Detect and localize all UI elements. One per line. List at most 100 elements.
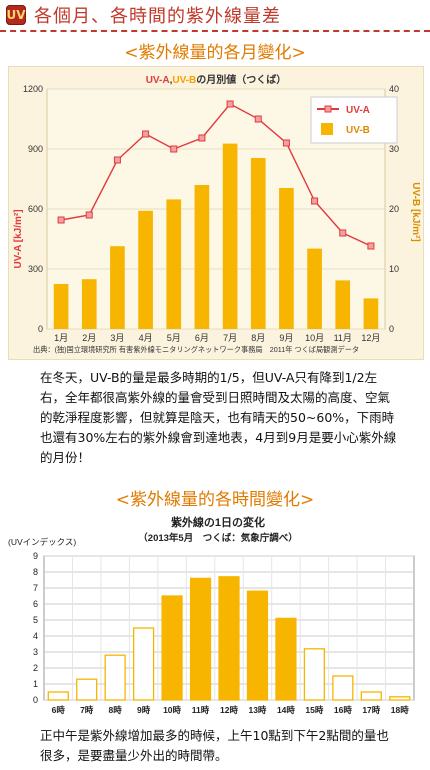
chart2-xtick: 8時 (109, 705, 123, 715)
chart1-xtick: 12月 (361, 333, 380, 343)
chart1-title-rest: の月別値（つくば） (196, 73, 286, 86)
chart2-ytick: 8 (33, 567, 38, 577)
chart2-xtick: 7時 (80, 705, 94, 715)
hourly-uv-chart: 紫外線の1日の変化 （2013年5月 つくば：気象庁調べ） (UVインデックス)… (8, 515, 415, 715)
chart1-ytick-right: 10 (389, 264, 399, 274)
uv-index-bar-peak (218, 576, 240, 701)
chart1-title-sep: , (170, 75, 173, 86)
chart1-xtick: 8月 (251, 333, 265, 343)
chart2-xtick: 6時 (52, 705, 66, 715)
chart1-ytick-left: 1200 (23, 84, 43, 94)
uva-point (282, 139, 290, 147)
uv-logo-icon: UV (6, 5, 26, 25)
chart1-ytick-left: 900 (28, 144, 43, 154)
chart2-ytick: 6 (33, 599, 38, 609)
uva-point (170, 145, 178, 153)
uva-point (142, 130, 150, 138)
chart1-xtick: 2月 (82, 333, 96, 343)
chart1-title-uvb: UV-B (172, 75, 196, 86)
chart2-ytick: 7 (33, 583, 38, 593)
chart1-title: UV-A,UV-Bの月別値（つくば） (146, 73, 287, 86)
uv-index-bar (360, 691, 382, 701)
chart2-xtick: 16時 (334, 705, 352, 715)
uv-index-bar (332, 675, 354, 701)
uvb-bar (250, 158, 266, 329)
chart2-xtick: 10時 (163, 705, 181, 715)
chart2-xtick: 13時 (248, 705, 266, 715)
monthly-section-title: <紫外線量的各月變化> (124, 43, 306, 63)
uvb-bar (222, 143, 238, 329)
chart2-xtick: 14時 (277, 705, 295, 715)
uv-index-bar-peak (161, 595, 183, 701)
uva-point (311, 197, 319, 205)
chart1-ytick-left: 600 (28, 204, 43, 214)
chart2-xtick: 17時 (362, 705, 380, 715)
chart1-xtick: 1月 (54, 333, 68, 343)
uv-index-bar-peak (246, 590, 269, 701)
chart1-xtick: 5月 (167, 333, 181, 343)
uva-point (57, 216, 65, 224)
uv-index-bar (76, 678, 98, 701)
uv-index-bar (133, 627, 155, 701)
uva-point (226, 100, 234, 108)
uv-index-bar-peak (275, 617, 297, 701)
monthly-chart-panel: UV-A,UV-Bの月別値（つくば） 1月 2月 3月 4月 5月 6月 7月 8月 9月 10月… (8, 66, 424, 360)
chart2-title: 紫外線の1日の変化 (171, 515, 265, 529)
chart2-ytick: 2 (33, 663, 38, 673)
uva-point (85, 211, 93, 219)
chart1-ytick-right: 40 (389, 84, 399, 94)
chart1-xtick: 10月 (305, 333, 324, 343)
chart2-subtitle: （2013年5月 つくば：気象庁調べ） (138, 532, 297, 544)
legend-uva: UV-A (346, 105, 370, 116)
page-header: UV 各個月、各時間的紫外線量差 (0, 0, 430, 32)
chart2-ytick: 3 (33, 647, 38, 657)
uvb-bar (307, 248, 322, 329)
uv-index-bar (389, 696, 411, 701)
hourly-section-title: <紫外線量的各時間變化> (115, 490, 315, 510)
chart1-xtick: 7月 (223, 333, 237, 343)
uva-point (339, 229, 347, 237)
chart1-ytick-left: 0 (38, 324, 43, 334)
uvb-bar (81, 279, 97, 329)
chart2-ytick: 9 (33, 551, 38, 561)
chart1-ytick-right: 20 (389, 204, 399, 214)
uv-index-bar (104, 654, 126, 701)
uv-index-bar (47, 691, 69, 701)
chart2-ylabel: (UVインデックス) (8, 537, 76, 547)
chart1-xtick: 3月 (110, 333, 124, 343)
chart1-ylabel-left: UV-A [kJ/m²] (13, 209, 24, 268)
chart2-xtick: 15時 (305, 705, 323, 715)
uv-index-bar (303, 648, 325, 701)
uva-point (198, 134, 206, 142)
uva-point (113, 156, 121, 164)
chart1-xtick: 9月 (279, 333, 293, 343)
uvb-bar (194, 185, 210, 329)
chart2-ytick: 0 (33, 695, 38, 705)
uv-index-bar-peak (189, 577, 212, 701)
chart1-ylabel-right: UV-B [kJ/m²] (410, 182, 421, 241)
chart1-xtick: 6月 (195, 333, 209, 343)
uvb-bar (53, 284, 69, 329)
chart1-source: 出典：(独)国立環境研究所 有害紫外線モニタリングネットワーク事務局 2011年… (33, 345, 359, 354)
chart1-legend: UV-A UV-B (310, 96, 398, 144)
chart1-xtick: 4月 (139, 333, 153, 343)
chart2-xtick: 12時 (220, 705, 238, 715)
chart2-ytick: 1 (33, 679, 38, 689)
uvb-bar (110, 246, 125, 329)
monthly-uv-chart: UV-A,UV-Bの月別値（つくば） 1月 2月 3月 4月 5月 6月 7月 8月 9月 10月… (13, 73, 421, 354)
chart2-xtick: 11時 (192, 705, 210, 715)
chart2-xtick: 9時 (137, 705, 151, 715)
chart1-ytick-left: 300 (28, 264, 43, 274)
page-title: 各個月、各時間的紫外線量差 (34, 6, 281, 27)
uvb-bar (138, 210, 153, 329)
chart1-ytick-right: 0 (389, 324, 394, 334)
legend-uvb: UV-B (346, 125, 370, 136)
uva-point (367, 242, 375, 250)
uva-line (60, 103, 372, 247)
chart2-ytick: 5 (33, 615, 38, 625)
chart2-ytick: 4 (33, 631, 38, 641)
chart1-ytick-right: 30 (389, 144, 399, 154)
uvb-bar (363, 298, 379, 329)
hourly-explanation: 正中午是紫外線增加最多的時候，上午10點到下午2點間的量也很多，是要盡量少外出的… (40, 728, 389, 763)
chart2-xtick: 18時 (391, 705, 409, 715)
